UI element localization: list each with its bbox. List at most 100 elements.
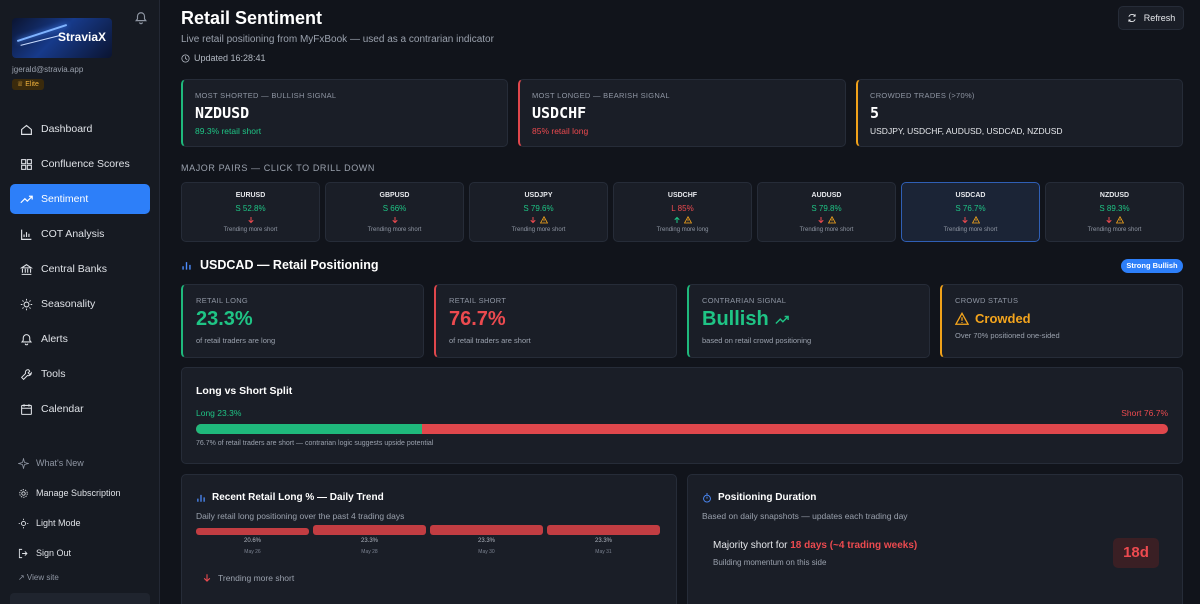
signal-strength-badge: Strong Bullish [1121,259,1183,273]
refresh-icon [1128,13,1136,23]
duration-badge: 18d [1113,538,1159,568]
pair-indicators [326,216,463,226]
warning-icon [955,311,969,325]
pair-tile-usdjpy[interactable]: USDJPY S 79.6% Trending more short [469,182,608,242]
pair-name: EURUSD [235,192,266,199]
crowded-count: 5 [870,104,880,122]
sidebar-item-label: Confluence Scores [41,158,130,170]
pair-name: USDCAD [955,192,986,199]
sign-out-icon [18,548,28,558]
card-label: MOST SHORTED — BULLISH SIGNAL [195,91,337,100]
sign-out-link[interactable]: Sign Out [18,538,148,568]
most-longed-card[interactable]: MOST LONGED — BEARISH SIGNAL USDCHF 85% … [518,79,846,147]
pair-trend: Trending more short [367,227,422,233]
contrarian-signal-card: CONTRARIAN SIGNAL Bullish based on retai… [687,284,930,358]
long-short-split-panel: Long vs Short Split Long 23.3% Short 76.… [181,367,1183,464]
page-title: Retail Sentiment [181,8,323,28]
trend-bar-value: 23.3% [594,538,612,544]
trend-bar-value: 23.3% [360,538,378,544]
sun-icon [18,518,29,528]
retail-long-value: 23.3% [196,308,253,330]
trend-footer: Trending more short [202,573,294,583]
app-name: StraviaX [57,30,106,44]
trend-bar-date: May 31 [595,549,612,555]
pair-value: S 66% [382,204,407,213]
sidebar-item-tools[interactable]: Tools [10,359,150,389]
sidebar-item-confluence-scores[interactable]: Confluence Scores [10,149,150,179]
pair-tile-usdchf[interactable]: USDCHF L 85% Trending more long [613,182,752,242]
detail-section-title: USDCAD — Retail Positioning [181,258,378,272]
card-label: CROWDED TRADES (>70%) [870,91,975,100]
split-bar-long-fill [196,424,423,434]
card-label: MOST LONGED — BEARISH SIGNAL [532,91,670,100]
split-title: Long vs Short Split [196,385,293,397]
dashboard-icon [21,124,32,135]
sidebar-item-label: Calendar [41,403,84,415]
pair-name: GBPUSD [379,192,410,199]
sidebar-item-label: Dashboard [41,123,93,135]
panel-title: Recent Retail Long % — Daily Trend [196,492,384,503]
sidebar-item-seasonality[interactable]: Seasonality [10,289,150,319]
sun-icon [20,298,33,310]
sidebar-item-label: COT Analysis [41,228,105,240]
pair-name: USDCHF [667,192,698,199]
most-shorted-card[interactable]: MOST SHORTED — BULLISH SIGNAL NZDUSD 89.… [181,79,508,147]
panel-title: Positioning Duration [702,492,816,503]
clock-icon [181,53,190,63]
light-mode-toggle[interactable]: Light Mode [18,508,148,538]
sidebar: StraviaX jgerald@stravia.app ♕ Elite Das… [0,0,160,604]
arrow-down-icon [1106,217,1112,224]
app-logo[interactable]: StraviaX [12,18,112,58]
calendar-icon [21,403,32,415]
pair-indicators [1046,216,1183,226]
sidebar-item-alerts[interactable]: Alerts [10,324,150,354]
sidebar-footer-links: What's New Manage Subscription Light Mod… [18,448,148,568]
sidebar-item-label: Seasonality [41,298,96,310]
pair-name: AUDUSD [811,192,842,199]
trend-icon [20,195,33,203]
manage-subscription-link[interactable]: Manage Subscription [18,478,148,508]
trend-bars: 20.6% May 26 23.3% May 28 23.3% May 30 23.3% Ma… [196,525,662,565]
pair-tile-nzdusd[interactable]: NZDUSD S 89.3% Trending more short [1045,182,1184,242]
whats-new-link[interactable]: What's New [18,448,148,478]
contrarian-signal-value: Bullish [702,308,916,331]
warning-icon [1116,216,1124,224]
sidebar-item-central-banks[interactable]: Central Banks [10,254,150,284]
page-subtitle: Live retail positioning from MyFxBook — … [181,34,494,45]
sidebar-item-sentiment[interactable]: Sentiment [10,184,150,214]
pair-name: USDJPY [524,192,553,199]
grid-icon [21,158,32,170]
pair-value: L 85% [671,204,694,213]
pair-trend: Trending more short [511,227,566,233]
crowd-status-card: CROWD STATUS Crowded Over 70% positioned… [940,284,1183,358]
positioning-duration-panel: Positioning Duration Based on daily snap… [687,474,1183,604]
pair-indicators [758,216,895,226]
pair-tile-eurusd[interactable]: EURUSD S 52.8% Trending more short [181,182,320,242]
pair-value: S 79.8% [811,204,842,213]
warning-icon [972,216,980,224]
sidebar-item-calendar[interactable]: Calendar [10,394,150,424]
pair-tile-gbpusd[interactable]: GBPUSD S 66% Trending more short [325,182,464,242]
pair-tile-usdcad[interactable]: USDCAD S 76.7% Trending more short [901,182,1040,242]
retail-long-card: RETAIL LONG 23.3% of retail traders are … [181,284,424,358]
sidebar-item-cot-analysis[interactable]: COT Analysis [10,219,150,249]
notifications-bell-icon[interactable] [134,11,148,25]
crowded-trades-card[interactable]: CROWDED TRADES (>70%) 5 USDJPY, USDCHF, … [856,79,1183,147]
sidebar-item-label: Central Banks [41,263,107,275]
pair-indicators [470,216,607,226]
bank-icon [20,263,33,275]
panel-subtitle: Based on daily snapshots — updates each … [702,511,908,521]
warning-icon [684,216,692,224]
pair-value: S 76.7% [955,204,986,213]
pair-trend: Trending more short [943,227,998,233]
pair-value: S 89.3% [1099,204,1130,213]
pair-tile-audusd[interactable]: AUDUSD S 79.8% Trending more short [757,182,896,242]
sidebar-nav: Dashboard Confluence Scores Sentiment CO… [10,114,150,429]
wrench-icon [20,368,32,380]
view-site-link[interactable]: ↗ View site [18,573,59,582]
refresh-button[interactable]: Refresh [1118,6,1184,30]
pair-trend: Trending more short [223,227,278,233]
sidebar-item-label: Sentiment [41,193,89,205]
sidebar-item-dashboard[interactable]: Dashboard [10,114,150,144]
trend-bar-value: 23.3% [477,538,495,544]
